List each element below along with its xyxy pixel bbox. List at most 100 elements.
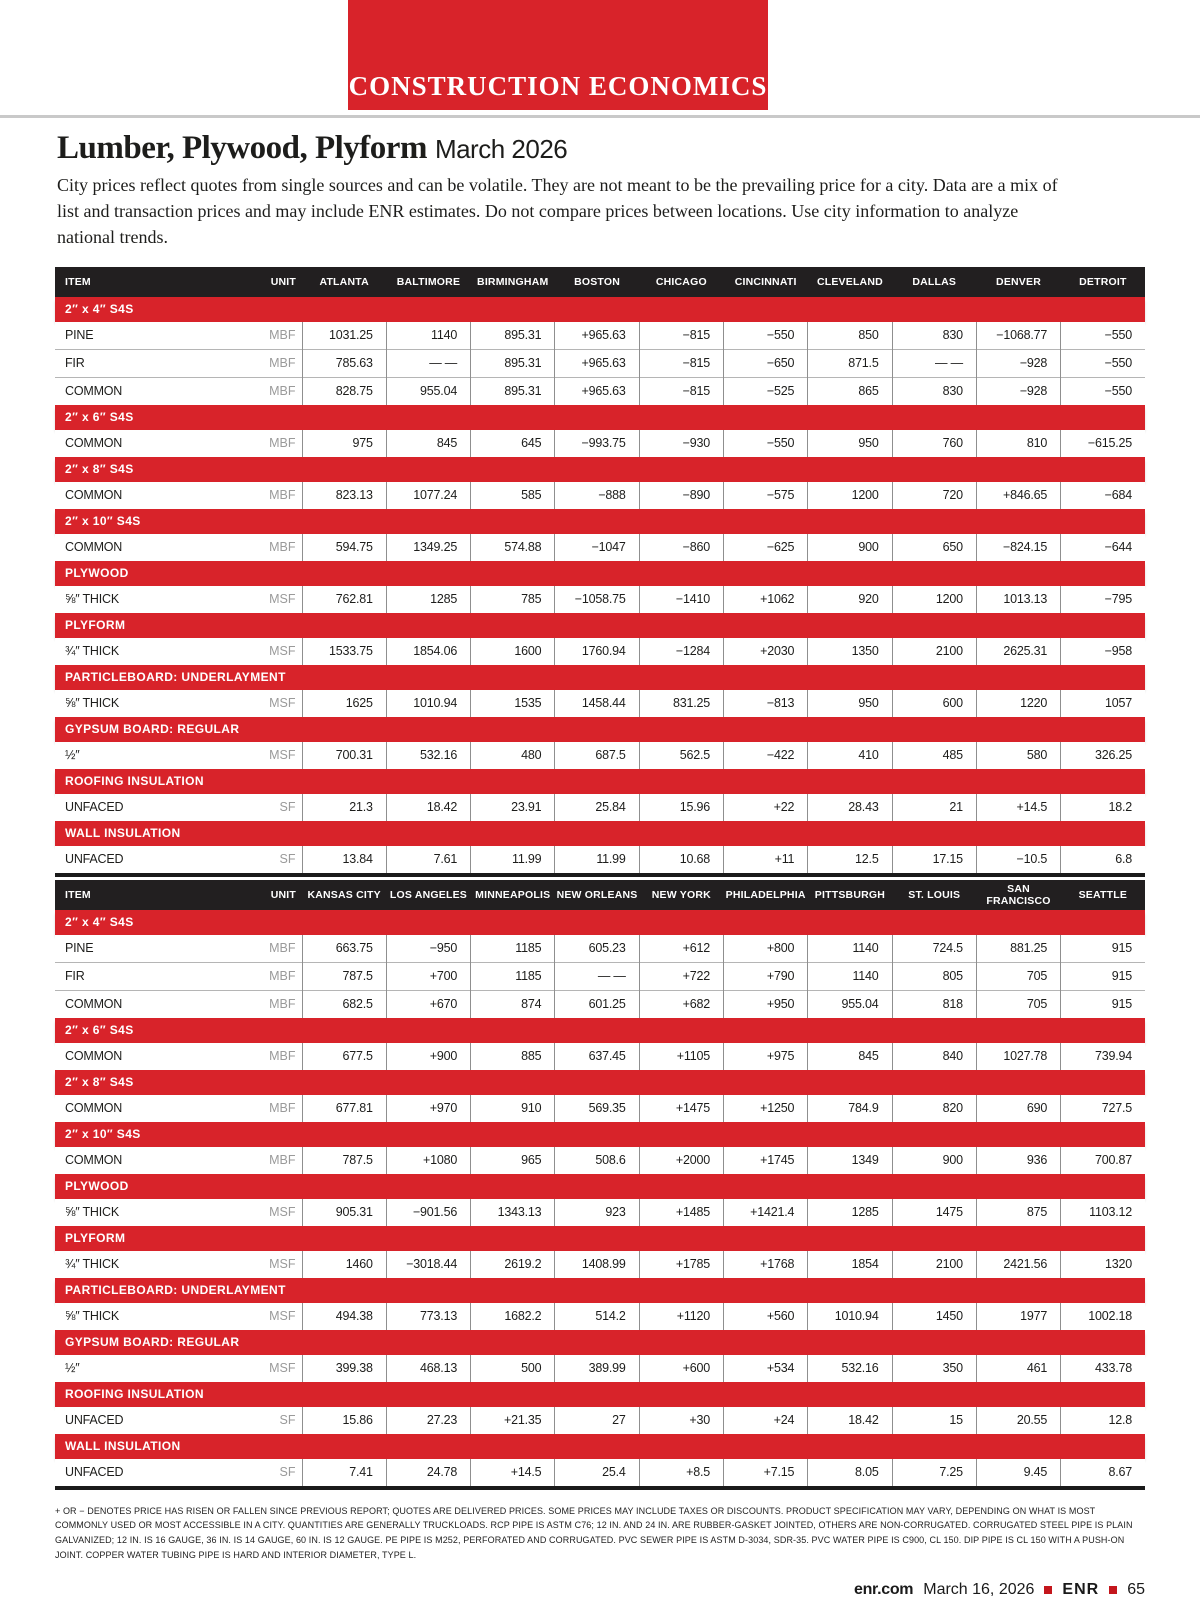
price-cell: 7.61 xyxy=(385,845,471,875)
item-cell: UNFACED xyxy=(55,1406,260,1434)
price-cell: 13.84 xyxy=(301,845,387,875)
price-cell: 500 xyxy=(470,1354,555,1382)
item-cell: FIR xyxy=(55,961,260,991)
price-cell: 845 xyxy=(807,1042,893,1070)
price-cell: 920 xyxy=(807,585,893,613)
price-cell: −525 xyxy=(722,376,808,405)
table-row: UNFACED SF 21.3 18.42 23.91 25.84 15.96 +22 28.4… xyxy=(55,793,1145,821)
price-cell: +24 xyxy=(722,1406,808,1434)
section-header-row: ROOFING INSULATION xyxy=(55,1381,1145,1407)
item-cell: COMMON xyxy=(55,1146,260,1174)
table-row: ¾″ THICK MSF 1533.75 1854.06 1600 1760.94 −128… xyxy=(55,637,1145,665)
section-header-row: PLYFORM xyxy=(55,612,1145,638)
price-cell: 1057 xyxy=(1060,689,1145,717)
city-column-header: CLEVELAND xyxy=(807,266,893,297)
price-cell: 1077.24 xyxy=(385,481,471,509)
item-cell: COMMON xyxy=(55,376,260,405)
price-cell: 830 xyxy=(891,376,977,405)
section-header-row: GYPSUM BOARD: REGULAR xyxy=(55,716,1145,742)
city-column-header: SAN FRANCISCO xyxy=(976,879,1061,910)
price-cell: 690 xyxy=(975,1094,1061,1122)
unit-cell: MBF xyxy=(260,989,302,1018)
price-cell: 1027.78 xyxy=(975,1042,1061,1070)
price-cell: −888 xyxy=(554,481,640,509)
price-cell: +700 xyxy=(385,961,471,991)
item-cell: UNFACED xyxy=(55,845,260,875)
section-header-label: ROOFING INSULATION xyxy=(55,1381,1145,1407)
price-cell: 950 xyxy=(807,689,893,717)
price-cell: −1410 xyxy=(638,585,724,613)
item-cell: COMMON xyxy=(55,1094,260,1122)
price-cell: 15 xyxy=(891,1406,977,1434)
table-row: UNFACED SF 13.84 7.61 11.99 11.99 10.68 +11 12.5… xyxy=(55,845,1145,875)
section-header-row: GYPSUM BOARD: REGULAR xyxy=(55,1329,1145,1355)
price-cell: 2100 xyxy=(891,1250,977,1278)
price-cell: 905.31 xyxy=(301,1198,387,1226)
unit-cell: MBF xyxy=(260,934,302,963)
item-cell: PINE xyxy=(55,934,260,963)
unit-cell: SF xyxy=(260,1406,302,1434)
price-cell: 910 xyxy=(470,1094,555,1122)
price-cell: 18.42 xyxy=(807,1406,893,1434)
city-column-header: DALLAS xyxy=(892,266,977,297)
price-cell: 1285 xyxy=(385,585,471,613)
price-cell: +900 xyxy=(385,1042,471,1070)
price-cell: −550 xyxy=(1060,348,1145,378)
price-cell: −860 xyxy=(638,533,724,561)
price-cell: 881.25 xyxy=(975,934,1061,963)
price-cell: 15.96 xyxy=(638,793,724,821)
unit-cell: MSF xyxy=(260,637,302,665)
price-cell: −958 xyxy=(1060,637,1145,665)
price-cell: 1625 xyxy=(301,689,387,717)
section-header-label: GYPSUM BOARD: REGULAR xyxy=(55,1329,1145,1355)
price-cell: −550 xyxy=(722,321,808,350)
price-cell: 784.9 xyxy=(807,1094,893,1122)
price-cell: −575 xyxy=(722,481,808,509)
price-cell: 1285 xyxy=(807,1198,893,1226)
price-cell: 1185 xyxy=(470,961,555,991)
unit-cell: SF xyxy=(260,1458,302,1488)
section-header-label: 2″ x 6″ S4S xyxy=(55,404,1145,430)
section-header-label: PLYFORM xyxy=(55,1225,1145,1251)
price-cell: 1854.06 xyxy=(385,637,471,665)
city-column-header: CHICAGO xyxy=(639,266,724,297)
price-cell: 818 xyxy=(891,989,977,1018)
table-row: COMMON MBF 682.5 +670 874 601.25 +682 +950 955.0… xyxy=(55,989,1145,1018)
unit-column-header: UNIT xyxy=(260,266,302,297)
price-cell: 1140 xyxy=(807,961,893,991)
price-cell: 840 xyxy=(891,1042,977,1070)
price-cell: 915 xyxy=(1060,961,1145,991)
price-cell: 1682.2 xyxy=(470,1302,555,1330)
section-header-row: 2″ x 8″ S4S xyxy=(55,456,1145,482)
table-row: ½″ MSF 700.31 532.16 480 687.5 562.5 −422 410 485… xyxy=(55,741,1145,769)
price-cell: 923 xyxy=(554,1198,640,1226)
price-cell: +11 xyxy=(722,845,808,875)
price-cell: +7.15 xyxy=(722,1458,808,1488)
table-row: PINE MBF 1031.25 1140 895.31 +965.63 −815 −550 8… xyxy=(55,321,1145,350)
price-cell: 1350 xyxy=(807,637,893,665)
price-cell: 1450 xyxy=(891,1302,977,1330)
price-table-2: ITEM UNIT KANSAS CITY LOS ANGELES MINNEAPOLI… xyxy=(55,879,1145,1490)
price-cell: −1047 xyxy=(554,533,640,561)
price-cell: 605.23 xyxy=(554,934,640,963)
unit-cell: MBF xyxy=(260,1146,302,1174)
price-cell: +22 xyxy=(722,793,808,821)
price-cell: −815 xyxy=(638,348,724,378)
price-cell: 965 xyxy=(470,1146,555,1174)
table-row: COMMON MBF 677.5 +900 885 637.45 +1105 +975 845 8… xyxy=(55,1042,1145,1070)
item-cell: ¾″ THICK xyxy=(55,1250,260,1278)
price-cell: 663.75 xyxy=(301,934,387,963)
price-cell: +682 xyxy=(638,989,724,1018)
price-cell: 874 xyxy=(470,989,555,1018)
price-cell: +846.65 xyxy=(975,481,1061,509)
price-cell: 600 xyxy=(891,689,977,717)
price-cell: −650 xyxy=(722,348,808,378)
price-cell: +612 xyxy=(638,934,724,963)
price-cell: 1535 xyxy=(470,689,555,717)
price-cell: 1010.94 xyxy=(807,1302,893,1330)
red-square-icon xyxy=(1044,1585,1053,1594)
city-column-header: DETROIT xyxy=(1060,266,1145,297)
item-cell: ½″ xyxy=(55,1354,260,1382)
price-cell: 1140 xyxy=(807,934,893,963)
price-cell: 637.45 xyxy=(554,1042,640,1070)
